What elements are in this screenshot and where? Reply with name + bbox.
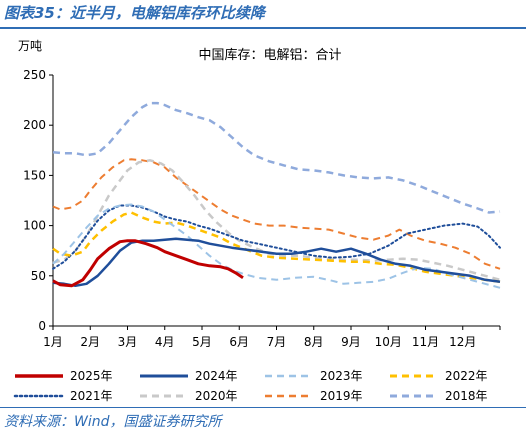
x-tick-label: 4月 xyxy=(155,335,175,349)
x-tick-label: 11月 xyxy=(412,335,439,349)
series-line-2021 xyxy=(52,204,501,270)
chart-title: 中国库存：电解铝：合计 xyxy=(198,47,341,63)
x-tick-label: 12月 xyxy=(449,335,476,349)
x-tick-label: 6月 xyxy=(229,335,249,349)
y-tick-label: 250 xyxy=(23,68,46,82)
figure-title: 图表35：近半月，电解铝库存环比续降 xyxy=(4,4,265,22)
series-line-2018 xyxy=(52,101,501,214)
y-tick-label: 100 xyxy=(23,219,46,233)
source-note: 资料来源：Wind，国盛证券研究所 xyxy=(4,414,222,430)
y-tick-label: 200 xyxy=(23,118,46,132)
x-tick-label: 10月 xyxy=(375,335,402,349)
y-tick-label: 50 xyxy=(31,269,46,283)
x-tick-label: 2月 xyxy=(80,335,100,349)
legend-label-2019: 2019年 xyxy=(320,389,363,403)
legend-label-2025: 2025年 xyxy=(70,369,113,383)
x-tick-label: 3月 xyxy=(118,335,138,349)
series-line-2019 xyxy=(52,158,501,270)
series-line-2024 xyxy=(52,237,501,288)
footer-rule xyxy=(0,407,526,408)
x-tick-label: 7月 xyxy=(267,335,287,349)
y-tick-label: 150 xyxy=(23,168,46,182)
title-rule xyxy=(0,27,526,29)
y-axis-unit: 万吨 xyxy=(18,39,42,53)
legend: 2025年 2024年 2023年 2022年 2021年 2020年 2019年 2018年 xyxy=(13,369,488,403)
legend-label-2022: 2022年 xyxy=(445,369,488,383)
legend-label-2020: 2020年 xyxy=(195,389,238,403)
x-tick-label: 9月 xyxy=(341,335,361,349)
series-layer xyxy=(52,101,501,289)
series-line-2025 xyxy=(52,239,244,288)
legend-label-2021: 2021年 xyxy=(70,389,113,403)
x-tick-label: 8月 xyxy=(304,335,324,349)
axes: 0 50 100 150 200 250 1月 2月 3月 4月 5月 6月 7月 8月 9月 10月 11月 1… xyxy=(23,68,501,349)
x-tick-label: 1月 xyxy=(43,335,63,349)
legend-label-2023: 2023年 xyxy=(320,369,363,383)
series-line-2020 xyxy=(52,159,501,282)
series-line-2023 xyxy=(52,203,501,289)
y-tick-label: 0 xyxy=(38,319,46,333)
legend-label-2024: 2024年 xyxy=(195,369,238,383)
legend-label-2018: 2018年 xyxy=(445,389,488,403)
x-tick-label: 5月 xyxy=(192,335,212,349)
